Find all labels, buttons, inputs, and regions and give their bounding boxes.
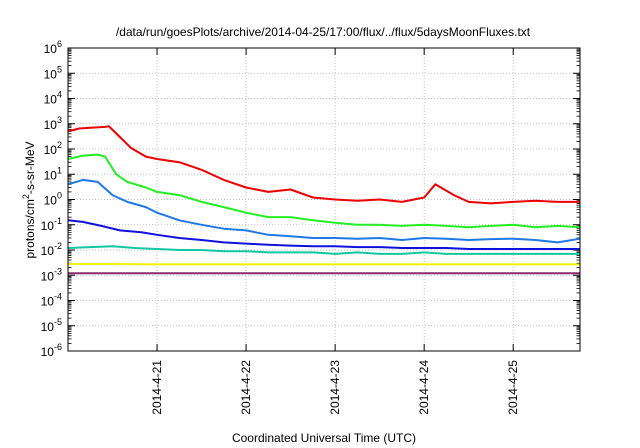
- series-line-4: [67, 219, 580, 250]
- x-axis-label: Coordinated Universal Time (UTC): [232, 431, 416, 445]
- y-tick-label: 10-5: [41, 317, 62, 334]
- y-tick-label: 102: [44, 140, 62, 157]
- y-tick-label: 100: [44, 191, 62, 208]
- chart-title: /data/run/goesPlots/archive/2014-04-25/1…: [116, 25, 531, 39]
- x-tick-label: 2014-4-23: [328, 360, 342, 415]
- x-tick-labels: 2014-4-21 2014-4-22 2014-4-23 2014-4-24 2014…: [150, 360, 520, 415]
- series-line-1: [67, 125, 580, 205]
- y-tick-labels: 106 105 104 103 102 101 100 10-1 10-2 10-3 10-4 10-…: [41, 39, 62, 359]
- y-tick-label: 10-1: [41, 216, 62, 233]
- y-axis-label-text: protons/cm2-s-sr-MeV: [21, 141, 37, 258]
- series-line-5: [67, 245, 580, 255]
- y-tick-label: 10-6: [41, 342, 62, 359]
- series-line-2: [67, 153, 581, 229]
- y-tick-label: 10-4: [41, 292, 62, 309]
- y-tick-label: 106: [44, 39, 62, 56]
- x-tick-label: 2014-4-22: [239, 360, 253, 415]
- y-tick-label: 105: [44, 64, 62, 81]
- y-tick-label: 10-2: [41, 241, 62, 258]
- y-tick-label: 10-3: [41, 266, 62, 283]
- x-tick-label: 2014-4-24: [417, 360, 431, 415]
- axis-ticks: [68, 47, 580, 352]
- x-tick-label: 2014-4-25: [506, 360, 520, 415]
- y-tick-label: 103: [44, 115, 62, 132]
- series-line-3: [67, 178, 581, 244]
- y-tick-label: 101: [44, 165, 62, 182]
- x-tick-label: 2014-4-21: [150, 360, 164, 415]
- y-axis-label: protons/cm2-s-sr-MeV: [21, 141, 37, 258]
- series-lines: [67, 125, 581, 275]
- y-tick-label: 104: [44, 90, 62, 107]
- plot-frame: [67, 47, 581, 352]
